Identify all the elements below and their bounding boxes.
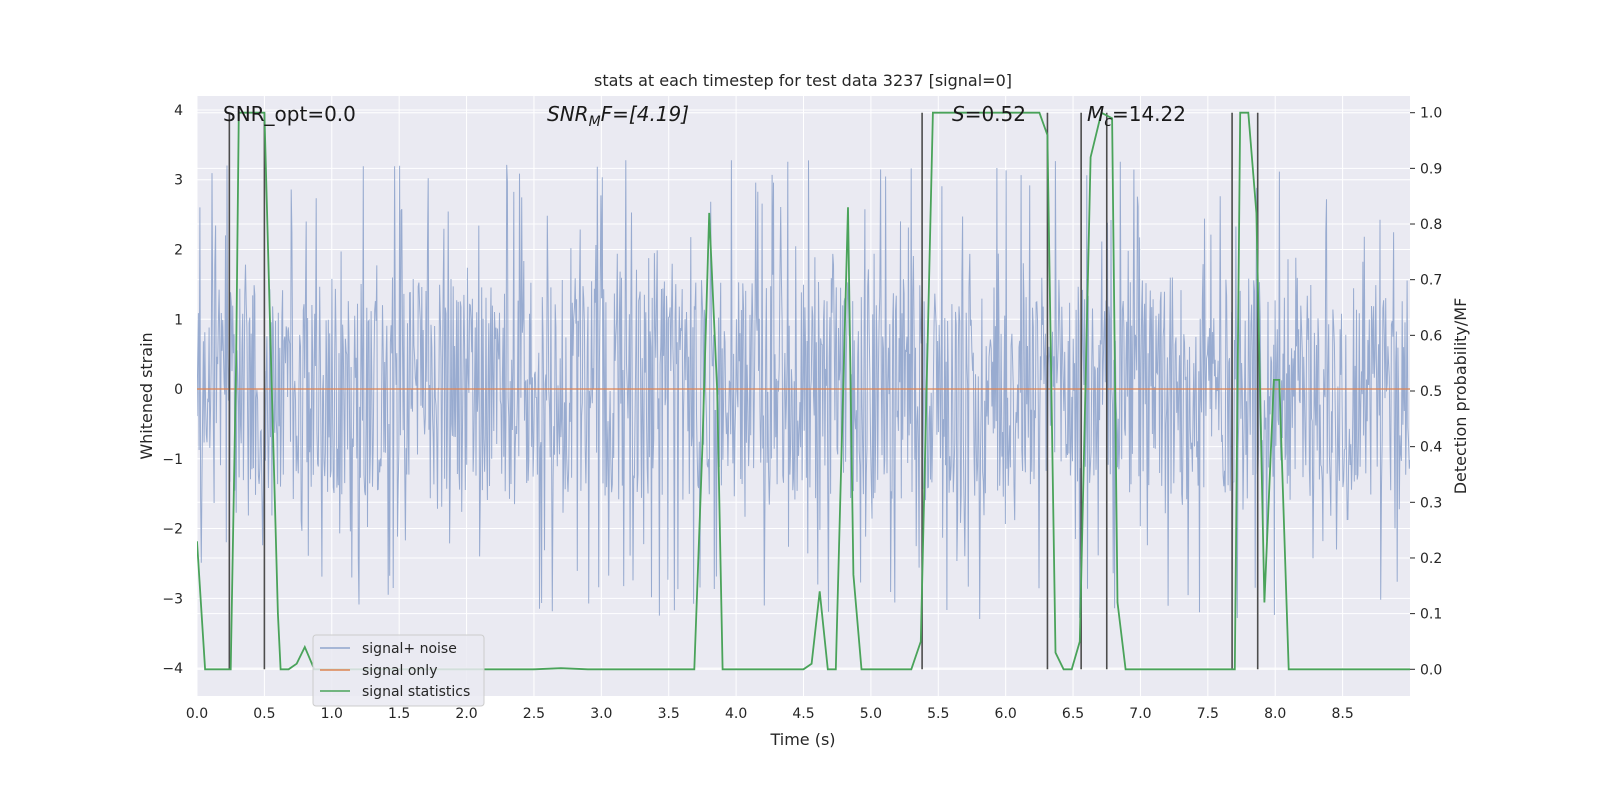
x-tick-label: 4.5 xyxy=(792,706,814,722)
y2-tick-label: 0.4 xyxy=(1420,440,1442,456)
y2-tick-label: 0.7 xyxy=(1420,273,1442,289)
legend: signal+ noise signal only signal statist… xyxy=(312,634,485,707)
x-tick-label: 1.0 xyxy=(321,706,343,722)
series-signal-statistics xyxy=(197,111,1410,671)
y-axis-ticks: −4 −3 −2 −1 0 1 2 3 4 xyxy=(162,103,183,677)
y-tick-label: 2 xyxy=(174,242,183,258)
x-tick-label: 5.0 xyxy=(860,706,882,722)
y-tick-label: 1 xyxy=(174,312,183,328)
y-tick-label: −2 xyxy=(162,522,183,538)
legend-label-signal: signal only xyxy=(362,663,437,679)
x-tick-label: 7.5 xyxy=(1197,706,1219,722)
legend-label-stats: signal statistics xyxy=(362,684,470,700)
annotation-s: S=0.52 xyxy=(952,102,1026,126)
annotation-mc-symbol: M xyxy=(1087,102,1104,126)
annotation-mc: Mc=14.22 xyxy=(1087,102,1186,130)
y2-axis-ticks: 0.0 0.1 0.2 0.3 0.4 0.5 0.6 0.7 0.8 0.9 1.0 xyxy=(1410,106,1442,678)
y2-tick-label: 1.0 xyxy=(1420,106,1442,122)
y2-tick-label: 0.3 xyxy=(1420,495,1442,511)
annotation-snr-opt: SNR_opt=0.0 xyxy=(223,102,356,126)
x-axis-ticks: 0.0 0.5 1.0 1.5 2.0 2.5 3.0 3.5 4.0 4.5 5.0 5.5 6.0 6… xyxy=(186,706,1354,722)
y2-tick-label: 0.0 xyxy=(1420,662,1442,678)
x-tick-label: 6.0 xyxy=(995,706,1017,722)
annotation-mc-value: =14.22 xyxy=(1112,102,1186,126)
y2-axis-label: Detection probability/MF xyxy=(1451,298,1470,495)
x-tick-label: 2.0 xyxy=(455,706,477,722)
y-axis-label: Whitened strain xyxy=(137,332,156,459)
x-tick-label: 8.0 xyxy=(1264,706,1286,722)
x-tick-label: 3.0 xyxy=(590,706,612,722)
legend-box xyxy=(312,634,485,707)
grid xyxy=(196,96,1410,696)
y2-tick-label: 0.1 xyxy=(1420,607,1442,623)
y2-tick-label: 0.6 xyxy=(1420,328,1442,344)
y2-tick-label: 0.5 xyxy=(1420,384,1442,400)
x-tick-label: 3.5 xyxy=(658,706,680,722)
x-tick-label: 1.5 xyxy=(388,706,410,722)
x-tick-label: 8.5 xyxy=(1331,706,1353,722)
series-signal-noise xyxy=(197,160,1410,620)
y-tick-label: 4 xyxy=(174,103,183,119)
y-tick-label: −3 xyxy=(162,591,183,607)
x-axis-label: Time (s) xyxy=(769,730,835,749)
annotation-snr-mf-rest: F=[4.19] xyxy=(601,102,689,126)
x-tick-label: 7.0 xyxy=(1129,706,1151,722)
y2-tick-label: 0.8 xyxy=(1420,217,1442,233)
annotation-s-value: =0.52 xyxy=(965,102,1026,126)
x-tick-label: 2.5 xyxy=(523,706,545,722)
y-tick-label: 3 xyxy=(174,173,183,189)
annotation-mc-subscript: c xyxy=(1104,114,1112,130)
legend-label-noise: signal+ noise xyxy=(362,641,457,657)
y2-tick-label: 0.9 xyxy=(1420,161,1442,177)
y-tick-label: −4 xyxy=(162,661,183,677)
x-tick-label: 6.5 xyxy=(1062,706,1084,722)
annotation-s-symbol: S xyxy=(952,102,965,126)
y2-tick-label: 0.2 xyxy=(1420,551,1442,567)
y-tick-label: −1 xyxy=(162,452,183,468)
x-tick-label: 0.0 xyxy=(186,706,208,722)
x-tick-label: 0.5 xyxy=(253,706,275,722)
annotation-snr-mf: SNRMF=[4.19] xyxy=(547,102,689,130)
annotation-snr-mf-subscript: M xyxy=(589,114,601,130)
y-tick-label: 0 xyxy=(174,382,183,398)
x-tick-label: 5.5 xyxy=(927,706,949,722)
annotation-snr-mf-symbol: SNR xyxy=(547,102,589,126)
chart-title: stats at each timestep for test data 323… xyxy=(594,71,1012,90)
x-tick-label: 4.0 xyxy=(725,706,747,722)
